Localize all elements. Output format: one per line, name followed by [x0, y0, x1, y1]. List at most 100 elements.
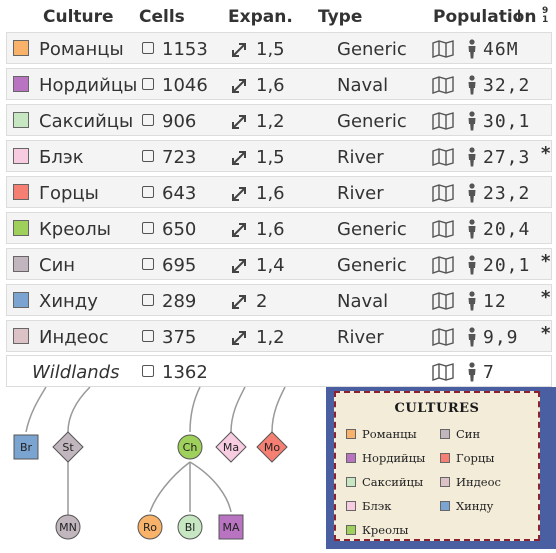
culture-population[interactable]: 20,4 [483, 219, 531, 240]
culture-expansionism[interactable]: 1,6 [256, 219, 285, 240]
culture-row[interactable]: Нордийцы 1046 1,6 Naval 32,2 [6, 68, 552, 100]
tree-node-label: Bl [185, 521, 196, 534]
culture-row[interactable]: Син 695 1,4 Generic 20,1 * [6, 248, 552, 280]
culture-row[interactable]: Хинду 289 2 Naval 12 * [6, 284, 552, 316]
culture-cells: 289 [162, 291, 197, 312]
culture-row[interactable]: Саксийцы 906 1,2 Generic 30,1 [6, 104, 552, 136]
culture-population[interactable]: 30,1 [483, 111, 531, 132]
culture-type[interactable]: Generic [337, 255, 407, 276]
cells-icon [142, 150, 154, 162]
culture-population[interactable]: 27,3 [483, 147, 531, 168]
culture-expansionism[interactable]: 1,2 [256, 111, 285, 132]
tree-node-mn[interactable]: MN [55, 514, 81, 540]
map-icon[interactable] [432, 184, 454, 207]
culture-name[interactable]: Нордийцы [39, 75, 138, 96]
culture-color-swatch[interactable] [13, 76, 29, 92]
culture-name[interactable]: Син [39, 255, 76, 276]
culture-type[interactable]: River [337, 327, 384, 348]
map-icon[interactable] [432, 112, 454, 135]
culture-type[interactable]: River [337, 147, 384, 168]
legend-box[interactable]: Cultures Романцы Син Нордийцы Горцы Саксийцы… [334, 391, 540, 541]
map-icon[interactable] [432, 40, 454, 63]
culture-expansionism[interactable]: 1,2 [256, 327, 285, 348]
tree-node-ro[interactable]: Ro [137, 514, 163, 540]
tree-node-st[interactable]: St [52, 431, 84, 463]
culture-name[interactable]: Хинду [39, 291, 98, 312]
culture-type[interactable]: Generic [337, 219, 407, 240]
culture-color-swatch[interactable] [13, 328, 29, 344]
tree-node-ma[interactable]: Ma [215, 431, 247, 463]
tree-node-br[interactable]: Br [13, 434, 39, 460]
population-icon[interactable] [466, 327, 478, 352]
culture-name[interactable]: Горцы [39, 183, 99, 204]
culture-row[interactable]: Горцы 643 1,6 River 23,2 [6, 176, 552, 208]
map-icon[interactable] [432, 363, 454, 386]
population-icon[interactable] [466, 111, 478, 136]
culture-color-swatch[interactable] [13, 292, 29, 308]
culture-row[interactable]: Креолы 650 1,6 Generic 20,4 [6, 212, 552, 244]
cells-icon [142, 186, 154, 198]
culture-expansionism[interactable]: 1,6 [256, 75, 285, 96]
culture-color-swatch[interactable] [13, 112, 29, 128]
culture-name[interactable]: Блэк [39, 147, 84, 168]
map-icon[interactable] [432, 148, 454, 171]
culture-type[interactable]: Generic [337, 39, 407, 60]
culture-expansionism[interactable]: 1,4 [256, 255, 285, 276]
tree-node-bl[interactable]: Bl [177, 514, 203, 540]
map-icon[interactable] [432, 220, 454, 243]
culture-row[interactable]: Блэк 723 1,5 River 27,3 * [6, 140, 552, 172]
tree-node-mo[interactable]: Mo [256, 431, 288, 463]
culture-population[interactable]: 46M [483, 39, 519, 60]
sort-type-header[interactable]: Type [318, 7, 363, 27]
culture-name[interactable]: Креолы [39, 219, 112, 240]
legend-item-label: Блэк [362, 499, 392, 513]
culture-expansionism[interactable]: 1,5 [256, 147, 285, 168]
map-icon[interactable] [432, 328, 454, 351]
culture-expansionism[interactable]: 1,5 [256, 39, 285, 60]
wildlands-row[interactable]: Wildlands 1362 7 [6, 355, 552, 387]
culture-population[interactable]: 32,2 [483, 75, 531, 96]
sort-population-header[interactable]: Population [433, 7, 537, 27]
population-icon[interactable] [466, 147, 478, 172]
sort-cells-header[interactable]: Cells [139, 7, 185, 27]
culture-type[interactable]: Naval [337, 291, 389, 312]
culture-row[interactable]: Романцы 1153 1,5 Generic 46M [6, 32, 552, 64]
map-icon[interactable] [432, 256, 454, 279]
culture-population[interactable]: 20,1 [483, 255, 531, 276]
population-icon[interactable] [466, 255, 478, 280]
sort-expansion-header[interactable]: Expan. [228, 7, 293, 27]
culture-population[interactable]: 12 [483, 291, 507, 312]
map-icon[interactable] [432, 76, 454, 99]
culture-color-swatch[interactable] [13, 256, 29, 272]
population-icon[interactable] [466, 75, 478, 100]
culture-name[interactable]: Саксийцы [39, 111, 134, 132]
population-icon[interactable] [466, 183, 478, 208]
culture-name[interactable]: Романцы [39, 39, 124, 60]
culture-type[interactable]: Generic [337, 111, 407, 132]
population-icon[interactable] [466, 39, 478, 64]
tree-node-ma[interactable]: MA [218, 514, 244, 540]
culture-row[interactable]: Индеос 375 1,2 River 9,9 * [6, 320, 552, 352]
wildlands-cells: 1362 [162, 362, 208, 383]
sort-arrow-icon[interactable]: ↓ [512, 7, 527, 27]
expansion-arrows-icon [230, 41, 248, 64]
culture-cells: 375 [162, 327, 197, 348]
population-icon[interactable] [466, 219, 478, 244]
culture-expansionism[interactable]: 2 [256, 291, 268, 312]
culture-type[interactable]: Naval [337, 75, 389, 96]
map-icon[interactable] [432, 292, 454, 315]
sort-culture-header[interactable]: Culture [43, 7, 114, 27]
culture-color-swatch[interactable] [13, 148, 29, 164]
culture-population[interactable]: 9,9 [483, 327, 519, 348]
culture-population[interactable]: 23,2 [483, 183, 531, 204]
culture-color-swatch[interactable] [13, 40, 29, 56]
population-icon[interactable] [466, 362, 478, 387]
culture-name[interactable]: Индеос [39, 327, 109, 348]
tree-node-ch[interactable]: Ch [177, 434, 203, 460]
culture-expansionism[interactable]: 1,6 [256, 183, 285, 204]
culture-type[interactable]: River [337, 183, 384, 204]
culture-color-swatch[interactable] [13, 184, 29, 200]
population-icon[interactable] [466, 291, 478, 316]
cells-icon [142, 258, 154, 270]
culture-color-swatch[interactable] [13, 220, 29, 236]
